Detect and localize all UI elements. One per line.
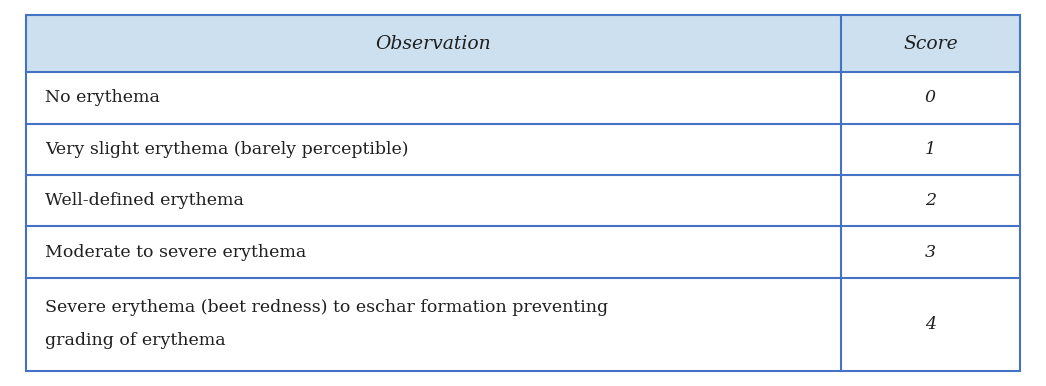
Bar — [26, 15, 1020, 72]
Text: grading of erythema: grading of erythema — [45, 332, 226, 349]
Text: Severe erythema (beet redness) to eschar formation preventing: Severe erythema (beet redness) to eschar… — [45, 299, 608, 316]
Text: Well-defined erythema: Well-defined erythema — [45, 192, 244, 209]
Bar — [26, 124, 841, 175]
Bar — [841, 175, 1020, 227]
Text: 1: 1 — [925, 141, 936, 158]
Bar — [26, 72, 841, 124]
Bar — [841, 124, 1020, 175]
Text: Observation: Observation — [376, 35, 492, 53]
Text: 3: 3 — [925, 244, 936, 261]
Bar — [26, 278, 841, 371]
Text: Score: Score — [903, 35, 958, 53]
Bar — [841, 227, 1020, 278]
Bar — [841, 72, 1020, 124]
Text: Very slight erythema (barely perceptible): Very slight erythema (barely perceptible… — [45, 141, 409, 158]
Text: 4: 4 — [925, 316, 936, 333]
Bar — [841, 278, 1020, 371]
Text: 0: 0 — [925, 89, 936, 106]
Bar — [26, 227, 841, 278]
Text: 2: 2 — [925, 192, 936, 209]
Text: Moderate to severe erythema: Moderate to severe erythema — [45, 244, 306, 261]
Bar — [26, 175, 841, 227]
Text: No erythema: No erythema — [45, 89, 160, 106]
